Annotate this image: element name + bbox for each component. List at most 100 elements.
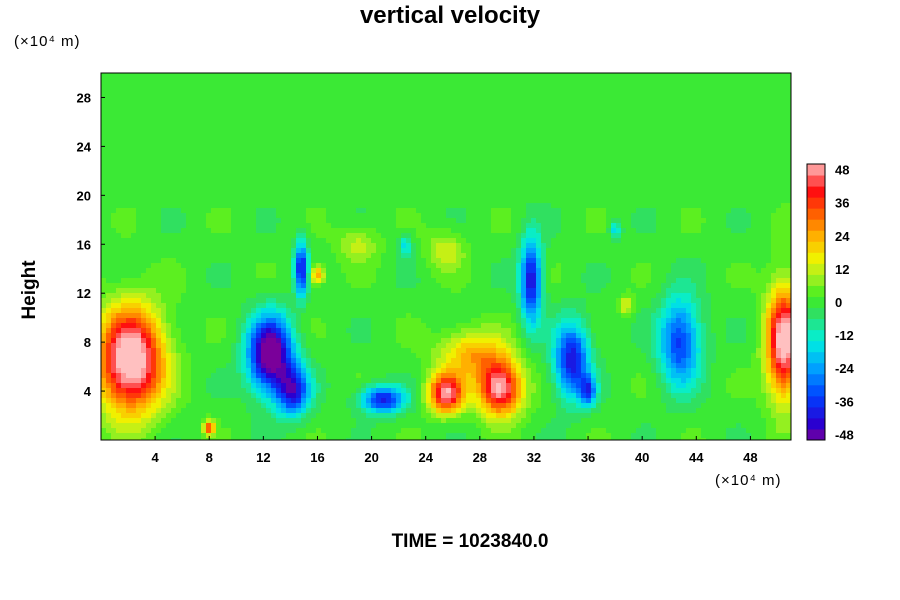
field-cell xyxy=(466,148,472,154)
field-cell xyxy=(766,98,772,104)
field-cell xyxy=(406,133,412,139)
field-cell xyxy=(346,133,352,139)
field-cell xyxy=(736,148,742,154)
field-cell xyxy=(191,78,197,84)
field-cell xyxy=(596,208,602,214)
field-cell xyxy=(651,143,657,149)
field-cell xyxy=(441,98,447,104)
field-cell xyxy=(401,163,407,169)
field-cell xyxy=(761,178,767,184)
field-cell xyxy=(736,238,742,244)
field-cell xyxy=(726,128,732,134)
field-cell xyxy=(781,163,787,169)
field-cell xyxy=(201,253,207,259)
field-cell xyxy=(306,123,312,129)
field-cell xyxy=(191,233,197,239)
field-cell xyxy=(646,198,652,204)
field-cell xyxy=(636,248,642,254)
field-cell xyxy=(466,198,472,204)
field-cell xyxy=(771,118,777,124)
field-cell xyxy=(111,158,117,164)
field-cell xyxy=(276,208,282,214)
field-cell xyxy=(776,233,782,239)
field-cell xyxy=(401,73,407,79)
field-cell xyxy=(511,213,517,219)
field-cell xyxy=(126,158,132,164)
field-cell xyxy=(501,188,507,194)
field-cell xyxy=(681,168,687,174)
field-cell xyxy=(126,218,132,224)
field-cell xyxy=(241,228,247,234)
field-cell xyxy=(681,183,687,189)
field-cell xyxy=(646,103,652,109)
field-cell xyxy=(651,98,657,104)
field-cell xyxy=(486,163,492,169)
field-cell xyxy=(546,118,552,124)
field-cell xyxy=(616,248,622,254)
field-cell xyxy=(646,113,652,119)
field-cell xyxy=(351,228,357,234)
field-cell xyxy=(416,143,422,149)
field-cell xyxy=(776,158,782,164)
field-cell xyxy=(446,158,452,164)
field-cell xyxy=(276,163,282,169)
field-cell xyxy=(506,103,512,109)
field-cell xyxy=(696,163,702,169)
field-cell xyxy=(621,138,627,144)
field-cell xyxy=(726,133,732,139)
field-cell xyxy=(651,138,657,144)
field-cell xyxy=(231,108,237,114)
field-cell xyxy=(741,143,747,149)
field-cell xyxy=(591,213,597,219)
field-cell xyxy=(236,143,242,149)
field-cell xyxy=(431,228,437,234)
field-cell xyxy=(631,158,637,164)
field-cell xyxy=(441,213,447,219)
field-cell xyxy=(171,183,177,189)
field-cell xyxy=(401,108,407,114)
field-cell xyxy=(206,113,212,119)
field-cell xyxy=(336,103,342,109)
field-cell xyxy=(296,73,302,79)
field-cell xyxy=(731,138,737,144)
field-cell xyxy=(546,88,552,94)
field-cell xyxy=(476,243,482,249)
field-cell xyxy=(556,88,562,94)
field-cell xyxy=(246,173,252,179)
field-cell xyxy=(686,218,692,224)
field-cell xyxy=(786,108,792,114)
field-cell xyxy=(261,88,267,94)
field-cell xyxy=(101,248,107,254)
field-cell xyxy=(311,163,317,169)
field-cell xyxy=(111,108,117,114)
field-cell xyxy=(501,128,507,134)
field-cell xyxy=(156,93,162,99)
field-cell xyxy=(651,148,657,154)
field-cell xyxy=(431,198,437,204)
field-cell xyxy=(396,93,402,99)
field-cell xyxy=(681,108,687,114)
field-cell xyxy=(731,178,737,184)
field-cell xyxy=(101,228,107,234)
field-cell xyxy=(366,93,372,99)
field-cell xyxy=(691,218,697,224)
field-cell xyxy=(621,148,627,154)
field-cell xyxy=(606,248,612,254)
field-cell xyxy=(331,213,337,219)
field-cell xyxy=(196,188,202,194)
field-cell xyxy=(666,103,672,109)
field-cell xyxy=(591,153,597,159)
field-cell xyxy=(711,208,717,214)
field-cell xyxy=(731,183,737,189)
field-cell xyxy=(641,248,647,254)
field-cell xyxy=(291,193,297,199)
field-cell xyxy=(126,78,132,84)
field-cell xyxy=(441,188,447,194)
field-cell xyxy=(381,163,387,169)
field-cell xyxy=(166,178,172,184)
field-cell xyxy=(421,223,427,229)
field-cell xyxy=(536,188,542,194)
field-cell xyxy=(541,108,547,114)
field-cell xyxy=(551,243,557,249)
field-cell xyxy=(561,183,567,189)
